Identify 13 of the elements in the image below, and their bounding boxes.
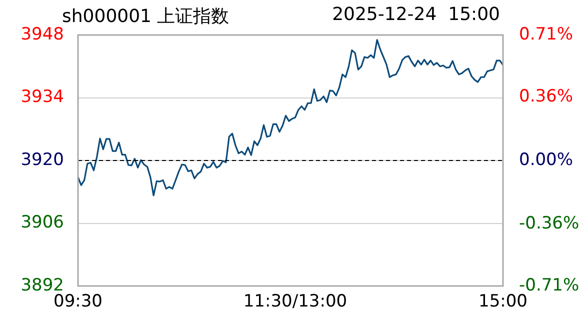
y2-tick-label: 0.36%: [519, 86, 574, 106]
y-tick-label: 3934: [20, 87, 64, 108]
chart-subtitle: 2025-12-24 15:00: [332, 4, 500, 25]
x-tick-label: 11:30/13:00: [243, 292, 348, 312]
y-tick-label: 3948: [20, 24, 64, 44]
y2-tick-label: 0.71%: [519, 24, 574, 44]
x-tick-label: 15:00: [478, 292, 528, 312]
x-tick-label: 09:30: [54, 292, 102, 312]
y-tick-label: 3920: [20, 150, 64, 170]
y-tick-label: 3906: [20, 212, 64, 233]
y2-tick-label: 0.00%: [519, 150, 574, 170]
chart-title: sh000001 上证指数: [62, 5, 230, 27]
y2-tick-label: -0.36%: [519, 214, 580, 234]
